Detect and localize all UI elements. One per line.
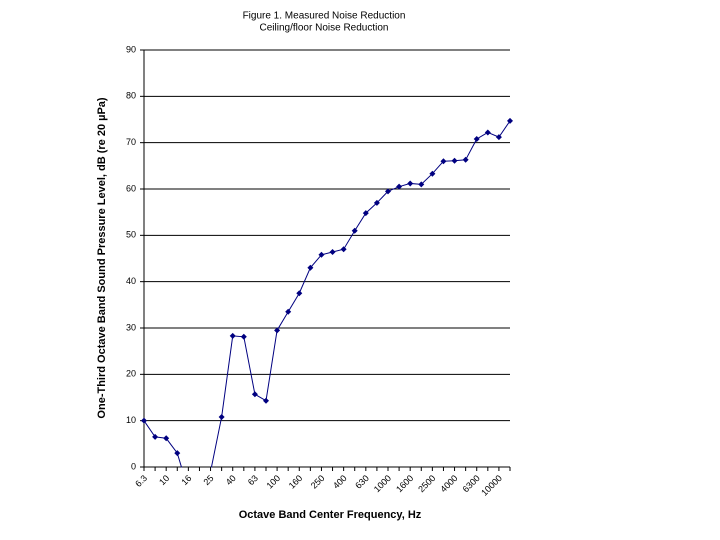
y-tick-label: 80 — [126, 91, 136, 101]
x-tick-label: 6.3 — [133, 473, 149, 489]
y-tick-label: 30 — [126, 322, 136, 332]
x-tick-label: 250 — [309, 473, 327, 491]
series — [141, 117, 513, 493]
x-tick-label: 10 — [157, 473, 171, 487]
x-tick-label: 630 — [353, 473, 371, 491]
marker — [407, 180, 414, 187]
y-tick-label: 60 — [126, 183, 136, 193]
chart-title: Figure 1. Measured Noise Reduction — [243, 11, 406, 22]
marker — [385, 188, 391, 195]
marker — [296, 290, 303, 297]
marker — [218, 413, 225, 420]
x-tick-label: 100 — [264, 473, 282, 491]
y-tick-label: 70 — [126, 137, 136, 147]
y-tick-label: 40 — [126, 276, 136, 286]
marker — [351, 227, 358, 234]
x-tick-label: 10000 — [479, 473, 504, 498]
x-tick-label: 160 — [287, 473, 305, 491]
marker — [462, 156, 469, 163]
y-tick-label: 20 — [126, 369, 136, 379]
marker — [229, 332, 236, 339]
marker — [163, 435, 170, 442]
y-tick-label: 50 — [126, 230, 136, 240]
marker — [240, 333, 247, 340]
marker — [484, 129, 491, 136]
marker — [263, 397, 269, 404]
marker — [396, 183, 403, 190]
marker — [451, 157, 458, 164]
y-tick-label: 10 — [126, 415, 136, 425]
marker — [507, 117, 513, 124]
marker — [174, 450, 181, 457]
marker — [373, 199, 380, 206]
marker — [196, 487, 202, 493]
marker — [141, 417, 147, 424]
x-tick-label: 400 — [331, 473, 349, 491]
chart-subtitle: Ceiling/floor Noise Reduction — [260, 23, 389, 34]
line — [143, 120, 511, 468]
marker — [152, 433, 159, 440]
marker — [274, 327, 281, 334]
marker — [329, 249, 336, 256]
marker — [340, 246, 347, 253]
y-tick-label: 90 — [126, 44, 136, 54]
x-tick-label: 25 — [201, 473, 215, 487]
x-tick-label: 63 — [246, 473, 260, 487]
marker — [307, 264, 314, 271]
marker — [285, 308, 292, 315]
marker — [185, 487, 191, 493]
y-axis-label: One-Third Octave Band Sound Pressure Lev… — [96, 97, 108, 418]
marker — [495, 134, 502, 141]
marker — [473, 135, 480, 142]
x-axis-label: Octave Band Center Frequency, Hz — [239, 509, 422, 521]
x-tick-label: 16 — [179, 473, 193, 487]
marker — [251, 391, 258, 398]
marker — [318, 251, 325, 258]
x-tick-label: 40 — [224, 473, 238, 487]
x-tick-label: 1600 — [394, 473, 415, 494]
x-tick-label: 4000 — [438, 473, 459, 494]
marker — [429, 170, 436, 177]
marker — [362, 210, 369, 217]
marker — [418, 181, 425, 188]
y-tick-label: 0 — [131, 461, 136, 471]
x-tick-label: 1000 — [372, 473, 393, 494]
marker — [440, 158, 447, 165]
x-tick-label: 2500 — [416, 473, 437, 494]
